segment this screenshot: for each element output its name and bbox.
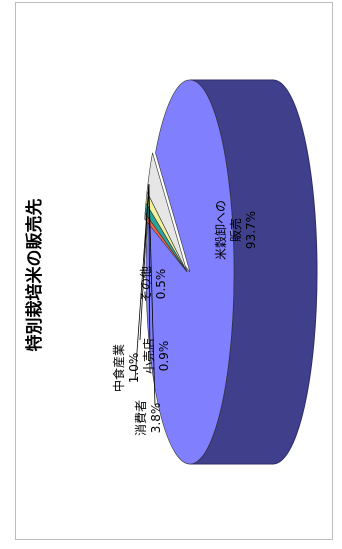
slice-pct-label: 0.9% [157, 341, 171, 372]
leader-lines [134, 184, 156, 406]
slice-label-4: 消費者 3.8% [133, 400, 163, 436]
leader-line [148, 184, 156, 406]
leader-line [148, 184, 151, 373]
slice-name-label: 消費者 [133, 400, 148, 436]
chart-frame [15, 2, 333, 540]
slice-name-label: 販売 [228, 218, 243, 242]
slice-name-label: 小売店 [141, 338, 156, 374]
chart-title-group: 特別栽培米の販売先 [24, 199, 45, 352]
slice-label-1: その他 0.5% [139, 266, 168, 302]
slice-label-3: 中食産業 1.0% [111, 344, 141, 392]
slice-label-2: 小売店 0.9% [141, 338, 171, 374]
pie-top-group [144, 79, 235, 465]
slice-name-label: 中食産業 [111, 344, 126, 392]
chart-title: 特別栽培米の販売先 [24, 199, 45, 352]
slice-labels: 米穀卸への 販売 93.7%その他 0.5%小売店 0.9%中食産業 1.0%消費者 3.8… [111, 200, 258, 436]
leader-line [134, 184, 150, 381]
slice-pct-label: 1.0% [127, 353, 141, 384]
slice-label-0: 米穀卸への 販売 93.7% [213, 200, 258, 260]
slice-pct-label: 93.7% [244, 211, 258, 249]
slice-pct-label: 3.8% [149, 403, 163, 434]
pie-slice-4 [146, 152, 188, 273]
slice-name-label: その他 [139, 266, 153, 302]
slice-pct-label: 0.5% [154, 269, 168, 300]
slice-name-label: 米穀卸への [213, 200, 228, 260]
